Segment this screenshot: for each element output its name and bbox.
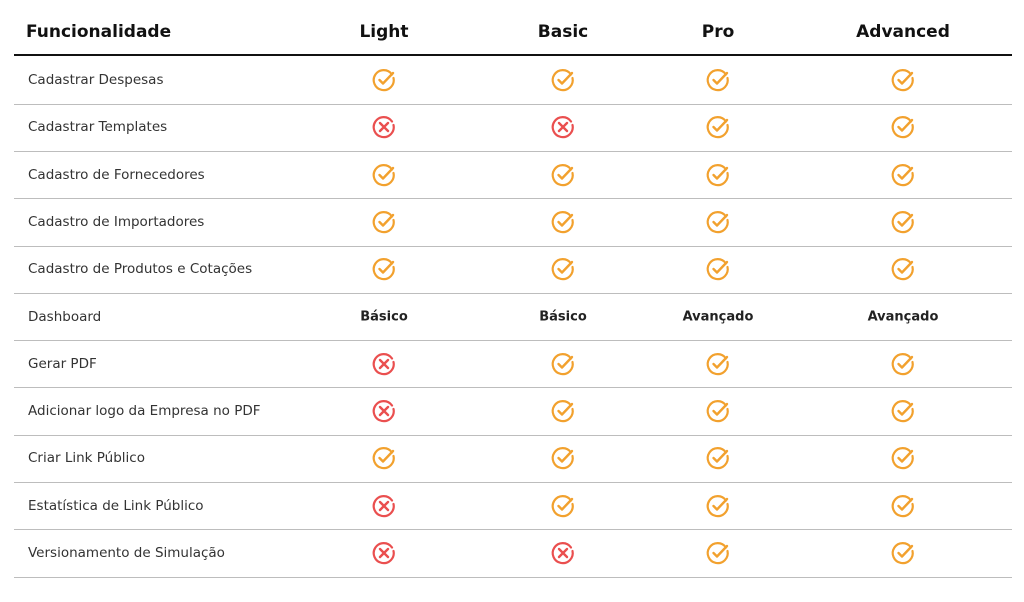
- column-header: Advanced: [856, 22, 950, 42]
- cross-icon: [371, 540, 397, 566]
- plan-value: Básico: [539, 309, 587, 324]
- row-divider: [14, 529, 1012, 531]
- check-icon: [890, 351, 916, 377]
- feature-name: Cadastrar Despesas: [28, 72, 164, 88]
- column-header: Light: [359, 22, 409, 42]
- feature-name: Gerar PDF: [28, 355, 97, 372]
- column-header: Basic: [537, 22, 589, 42]
- check-icon: [371, 256, 397, 282]
- row-divider: [14, 150, 1012, 152]
- row-divider: [14, 198, 1012, 200]
- check-icon: [890, 445, 916, 471]
- row-divider: [14, 387, 1012, 389]
- check-icon: [550, 398, 576, 424]
- row-divider: [14, 576, 1012, 578]
- check-icon: [371, 67, 397, 93]
- row-divider: [14, 103, 1012, 105]
- check-icon: [705, 445, 731, 471]
- cross-icon: [550, 114, 576, 140]
- check-icon: [890, 398, 916, 424]
- check-icon: [890, 256, 916, 282]
- cross-icon: [371, 351, 397, 377]
- check-icon: [705, 256, 731, 282]
- check-icon: [371, 162, 397, 188]
- feature-name: Cadastro de Produtos e Cotações: [28, 261, 253, 278]
- check-icon: [371, 209, 397, 235]
- check-icon: [550, 162, 576, 188]
- row-divider: [14, 434, 1012, 436]
- feature-name: Dashboard: [28, 308, 102, 325]
- feature-name: Versionamento de Simulação: [28, 545, 225, 561]
- check-icon: [890, 162, 916, 188]
- check-icon: [550, 445, 576, 471]
- row-divider: [14, 482, 1012, 484]
- feature-name: Criar Link Público: [28, 450, 145, 467]
- check-icon: [550, 256, 576, 282]
- check-icon: [550, 67, 576, 93]
- row-divider: [14, 340, 1012, 342]
- feature-name: Cadastrar Templates: [28, 119, 168, 136]
- column-header: Pro: [701, 22, 735, 42]
- feature-name: Adicionar logo da Empresa no PDF: [28, 403, 261, 420]
- cross-icon: [550, 540, 576, 566]
- feature-name: Cadastro de Fornecedores: [28, 166, 205, 183]
- header-divider: [14, 54, 1012, 56]
- plan-value: Avançado: [867, 309, 939, 324]
- check-icon: [890, 540, 916, 566]
- check-icon: [705, 351, 731, 377]
- check-icon: [890, 114, 916, 140]
- check-icon: [705, 398, 731, 424]
- check-icon: [705, 67, 731, 93]
- check-icon: [705, 493, 731, 519]
- check-icon: [890, 493, 916, 519]
- plan-value: Básico: [360, 309, 408, 324]
- row-divider: [14, 292, 1012, 294]
- check-icon: [705, 209, 731, 235]
- cross-icon: [371, 114, 397, 140]
- feature-name: Cadastro de Importadores: [28, 213, 205, 230]
- check-icon: [550, 209, 576, 235]
- column-header: Funcionalidade: [26, 22, 172, 42]
- plan-value: Avançado: [682, 309, 754, 324]
- row-divider: [14, 245, 1012, 247]
- check-icon: [705, 114, 731, 140]
- check-icon: [890, 67, 916, 93]
- check-icon: [705, 540, 731, 566]
- cross-icon: [371, 493, 397, 519]
- check-icon: [705, 162, 731, 188]
- check-icon: [550, 493, 576, 519]
- check-icon: [550, 351, 576, 377]
- cross-icon: [371, 398, 397, 424]
- feature-name: Estatística de Link Público: [28, 497, 204, 514]
- check-icon: [890, 209, 916, 235]
- check-icon: [371, 445, 397, 471]
